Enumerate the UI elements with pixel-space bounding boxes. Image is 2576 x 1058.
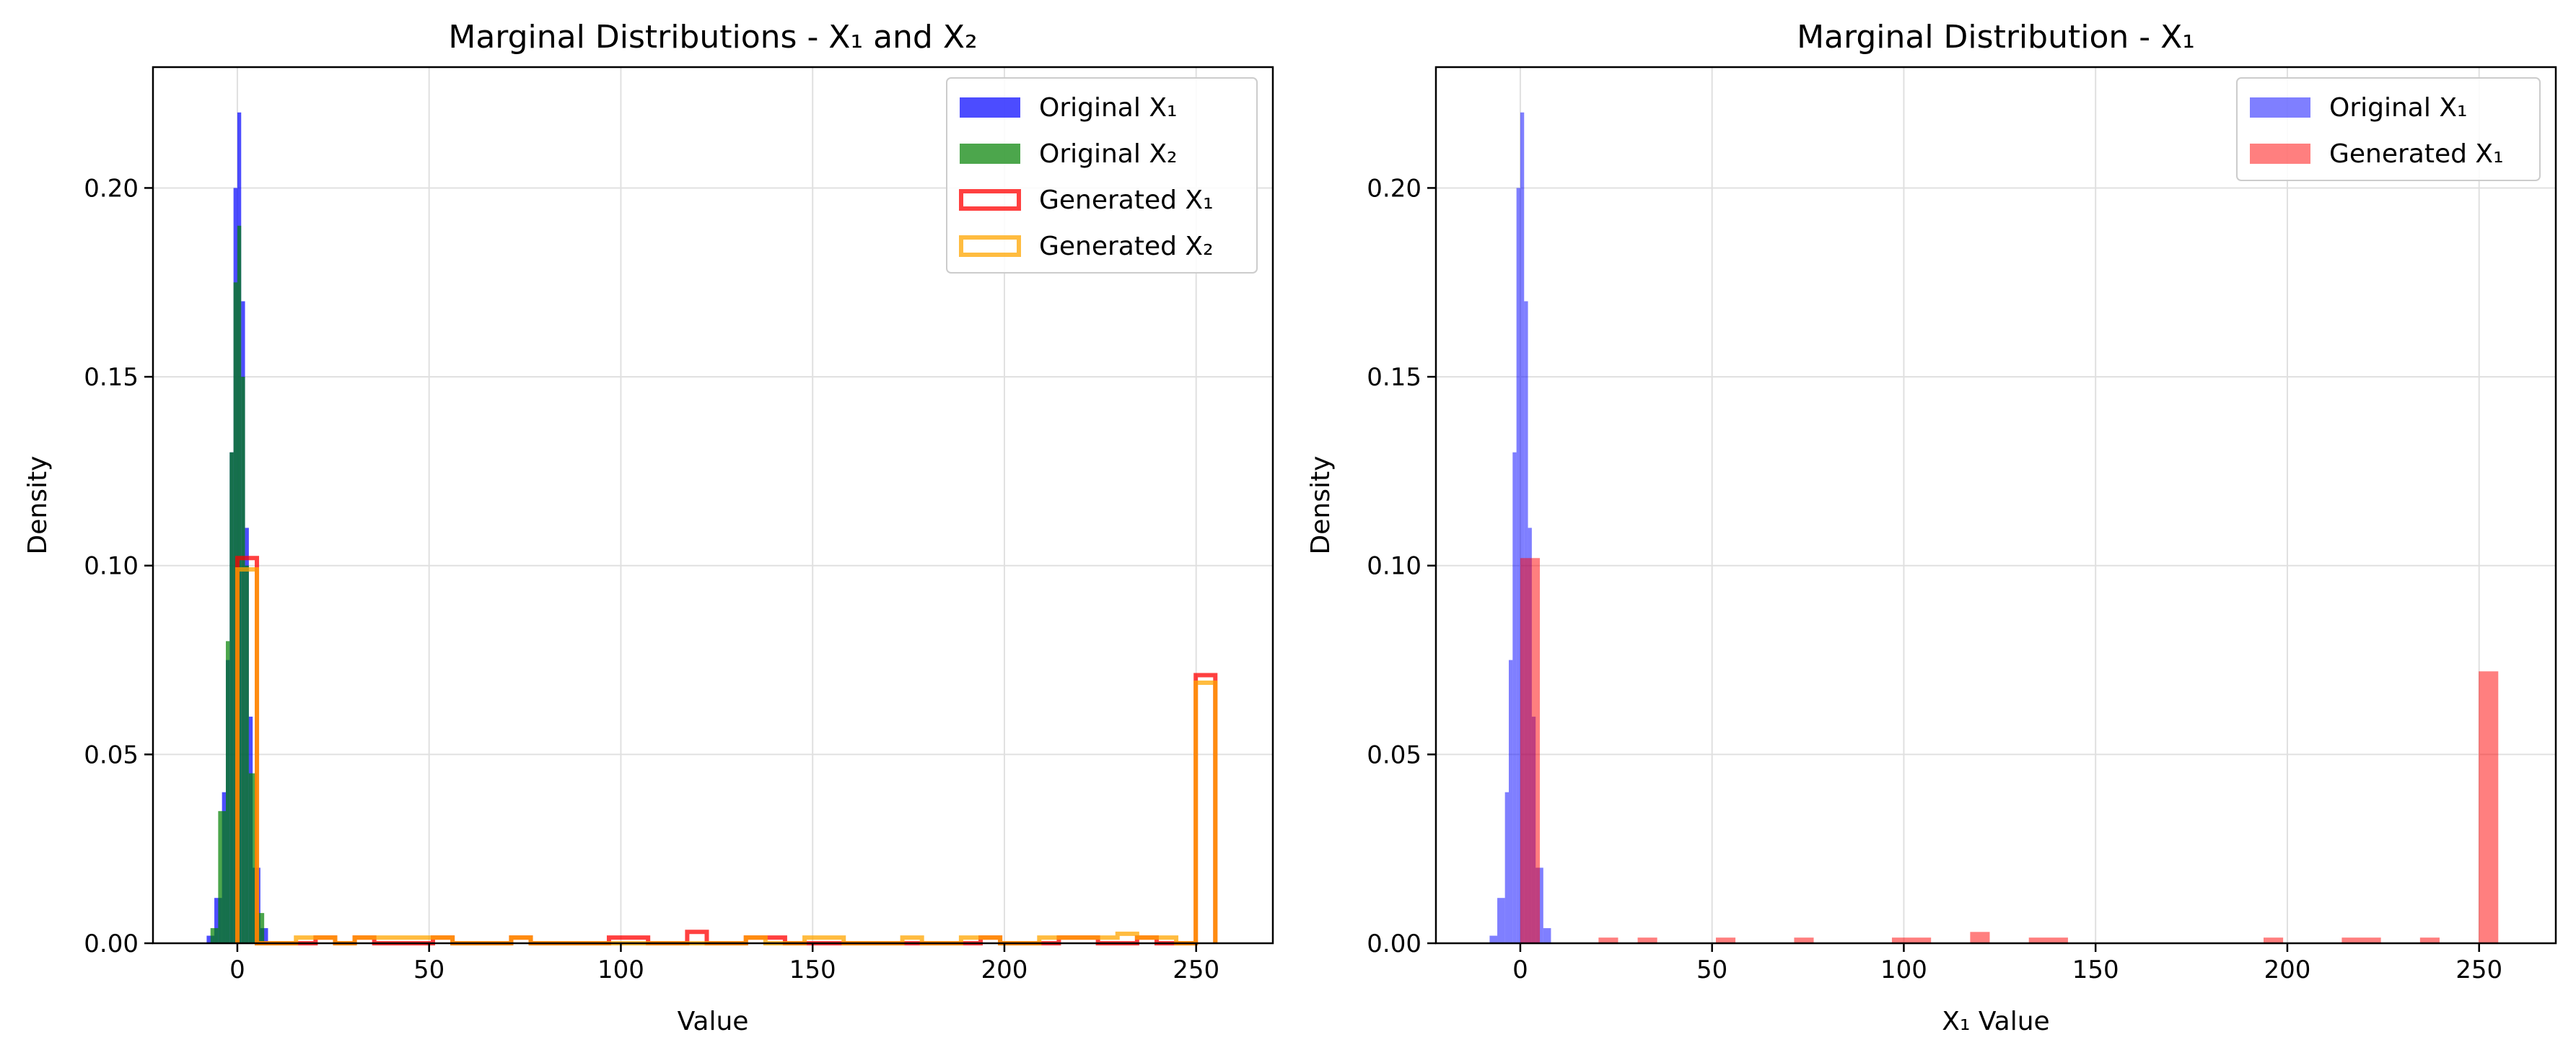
legend-box <box>946 77 1258 274</box>
right-legend: Original X₁ Generated X₁ <box>2236 77 2541 181</box>
generated-x-bar <box>2419 937 2440 943</box>
right-x-axis-label: X₁ Value <box>1942 1007 2049 1036</box>
generated-x-legend-swatch <box>2250 144 2310 164</box>
generated-x-bar <box>1637 937 1657 943</box>
original-x-bar <box>1516 188 1520 944</box>
original-x-bar <box>1497 898 1505 943</box>
x-tick-label: 50 <box>413 956 444 984</box>
generated-x-bar <box>1598 937 1618 943</box>
original-x-legend-label: Original X₂ <box>1039 139 1177 169</box>
left-y-axis-label: Density <box>23 456 53 555</box>
y-tick-label: 0.00 <box>1367 930 1421 958</box>
y-tick-label: 0.15 <box>1367 363 1421 392</box>
x-tick-label: 200 <box>2264 956 2310 984</box>
original-x-legend-label: Original X₁ <box>1039 93 1177 123</box>
x-tick-label: 0 <box>1512 956 1528 984</box>
left-x-axis-label: Value <box>678 1007 749 1036</box>
original-x-bar <box>248 773 257 943</box>
original-x-bar <box>218 810 226 943</box>
y-tick-label: 0.15 <box>84 363 139 392</box>
original-x-bar <box>225 641 230 943</box>
right-chart-title: Marginal Distribution - X₁ <box>1797 19 2195 56</box>
left-chart-panel: 0 50 100 150 200 250 0.00 0.05 0.10 0.15 0.20 Marg… <box>23 19 1274 1036</box>
x-tick-label: 0 <box>229 956 245 984</box>
generated-x-legend-swatch <box>959 235 1021 257</box>
legend-box <box>2236 77 2541 181</box>
generated-x-bar <box>1716 937 1736 943</box>
y-tick-label: 0.10 <box>84 552 139 581</box>
original-x-legend-swatch <box>960 144 1020 164</box>
original-x-legend-swatch <box>2250 97 2310 118</box>
original-x-bar <box>1489 935 1498 943</box>
right-chart-panel: 0 50 100 150 200 250 0.00 0.05 0.10 0.15 0.20 Marg… <box>1306 19 2557 1036</box>
generated-x-bar <box>1891 937 1932 943</box>
y-tick-label: 0.05 <box>1367 740 1421 769</box>
left-legend: Original X₁ Original X₂ Generated X₁ Genera… <box>946 77 1258 274</box>
original-x-bar <box>1504 792 1509 943</box>
x-tick-label: 250 <box>1173 956 1219 984</box>
x-tick-label: 100 <box>597 956 644 984</box>
left-chart-title: Marginal Distributions - X₁ and X₂ <box>448 19 977 56</box>
generated-x-bar <box>2479 671 2499 943</box>
y-tick-label: 0.05 <box>84 740 139 769</box>
x-tick-label: 50 <box>1696 956 1727 984</box>
original-x-bar <box>229 452 234 943</box>
y-tick-label: 0.00 <box>84 930 139 958</box>
right-plot-frame <box>1434 66 2557 945</box>
original-x-bar <box>210 928 219 943</box>
left-plot-frame <box>152 66 1274 945</box>
generated-x-bar <box>1970 932 1990 943</box>
generated-x-bar <box>1520 558 1541 943</box>
original-x-bar <box>245 565 249 943</box>
x-tick-label: 200 <box>981 956 1028 984</box>
generated-x-bar <box>1794 937 1814 943</box>
original-x-legend-swatch <box>960 97 1020 118</box>
generated-x-legend-label: Generated X₁ <box>1039 185 1214 215</box>
x-tick-label: 100 <box>1880 956 1927 984</box>
y-tick-label: 0.20 <box>84 174 139 203</box>
original-x-bar <box>1512 452 1517 943</box>
original-x-bar <box>241 377 245 943</box>
generated-x-legend-label: Generated X₁ <box>2329 139 2504 169</box>
x-tick-label: 150 <box>2072 956 2119 984</box>
original-x-legend-label: Original X₁ <box>2329 93 2467 123</box>
x-tick-label: 250 <box>2455 956 2502 984</box>
original-x-bar <box>1543 928 1551 943</box>
generated-x-bar <box>2341 937 2381 943</box>
generated-x-bar <box>2028 937 2068 943</box>
y-tick-label: 0.10 <box>1367 552 1421 581</box>
original-x-bar <box>1520 112 1525 944</box>
y-tick-label: 0.20 <box>1367 174 1421 203</box>
right-y-axis-label: Density <box>1306 456 1336 555</box>
x-tick-label: 150 <box>789 956 836 984</box>
original-x-bar <box>1508 660 1513 943</box>
generated-x-legend-label: Generated X₂ <box>1039 232 1214 261</box>
original-x-bar <box>260 928 268 943</box>
generated-x-legend-swatch <box>959 189 1021 211</box>
original-x-bar <box>256 913 265 943</box>
generated-x-bar <box>2263 937 2284 943</box>
